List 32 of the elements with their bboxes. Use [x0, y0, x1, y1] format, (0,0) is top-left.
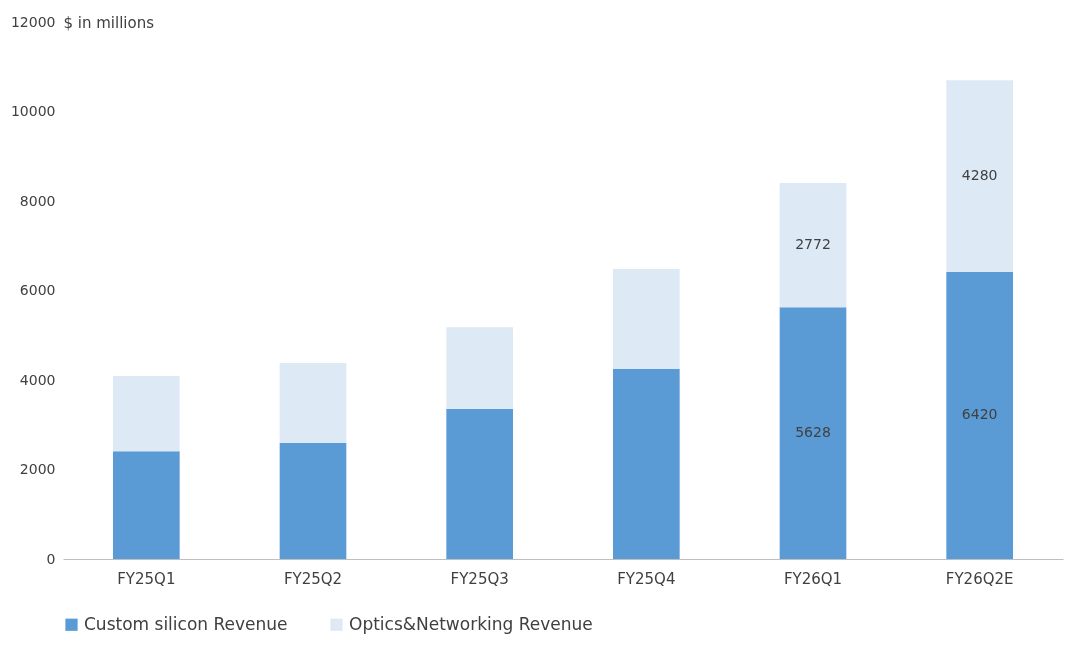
x-tick-label: FY25Q4 [617, 569, 676, 588]
bar [113, 451, 180, 559]
data-label: 5628 [795, 424, 831, 441]
y-axis-title: $ in millions [63, 13, 155, 32]
y-tick-label: 12000 [10, 13, 56, 30]
x-tick-label: FY25Q2 [283, 569, 343, 588]
bar [279, 363, 347, 444]
bar [113, 375, 180, 452]
y-tick-label: 2000 [19, 461, 56, 477]
bar [779, 307, 847, 559]
legend-label: Custom silicon Revenue [84, 613, 288, 634]
bar [946, 80, 1013, 272]
data-label: 2772 [795, 236, 831, 253]
data-label: 6420 [961, 406, 998, 423]
y-tick-label: 10000 [10, 103, 56, 119]
bar [279, 443, 347, 559]
bar [779, 183, 847, 308]
bar [946, 271, 1013, 559]
y-tick-label: 0 [46, 550, 56, 567]
bar [613, 368, 680, 559]
bar [446, 409, 513, 559]
data-label: 4280 [961, 166, 998, 183]
x-tick-label: FY26Q2E [945, 569, 1014, 588]
y-tick-label: 8000 [19, 192, 56, 209]
bar [613, 269, 680, 369]
y-tick-label: 4000 [19, 371, 56, 388]
y-tick-label: 6000 [19, 282, 56, 298]
x-tick-label: FY26Q1 [783, 569, 843, 588]
legend-label: Optics&Networking Revenue [349, 613, 593, 634]
x-tick-label: FY25Q1 [117, 569, 176, 588]
bar [446, 327, 513, 410]
x-tick-label: FY25Q3 [450, 569, 509, 588]
